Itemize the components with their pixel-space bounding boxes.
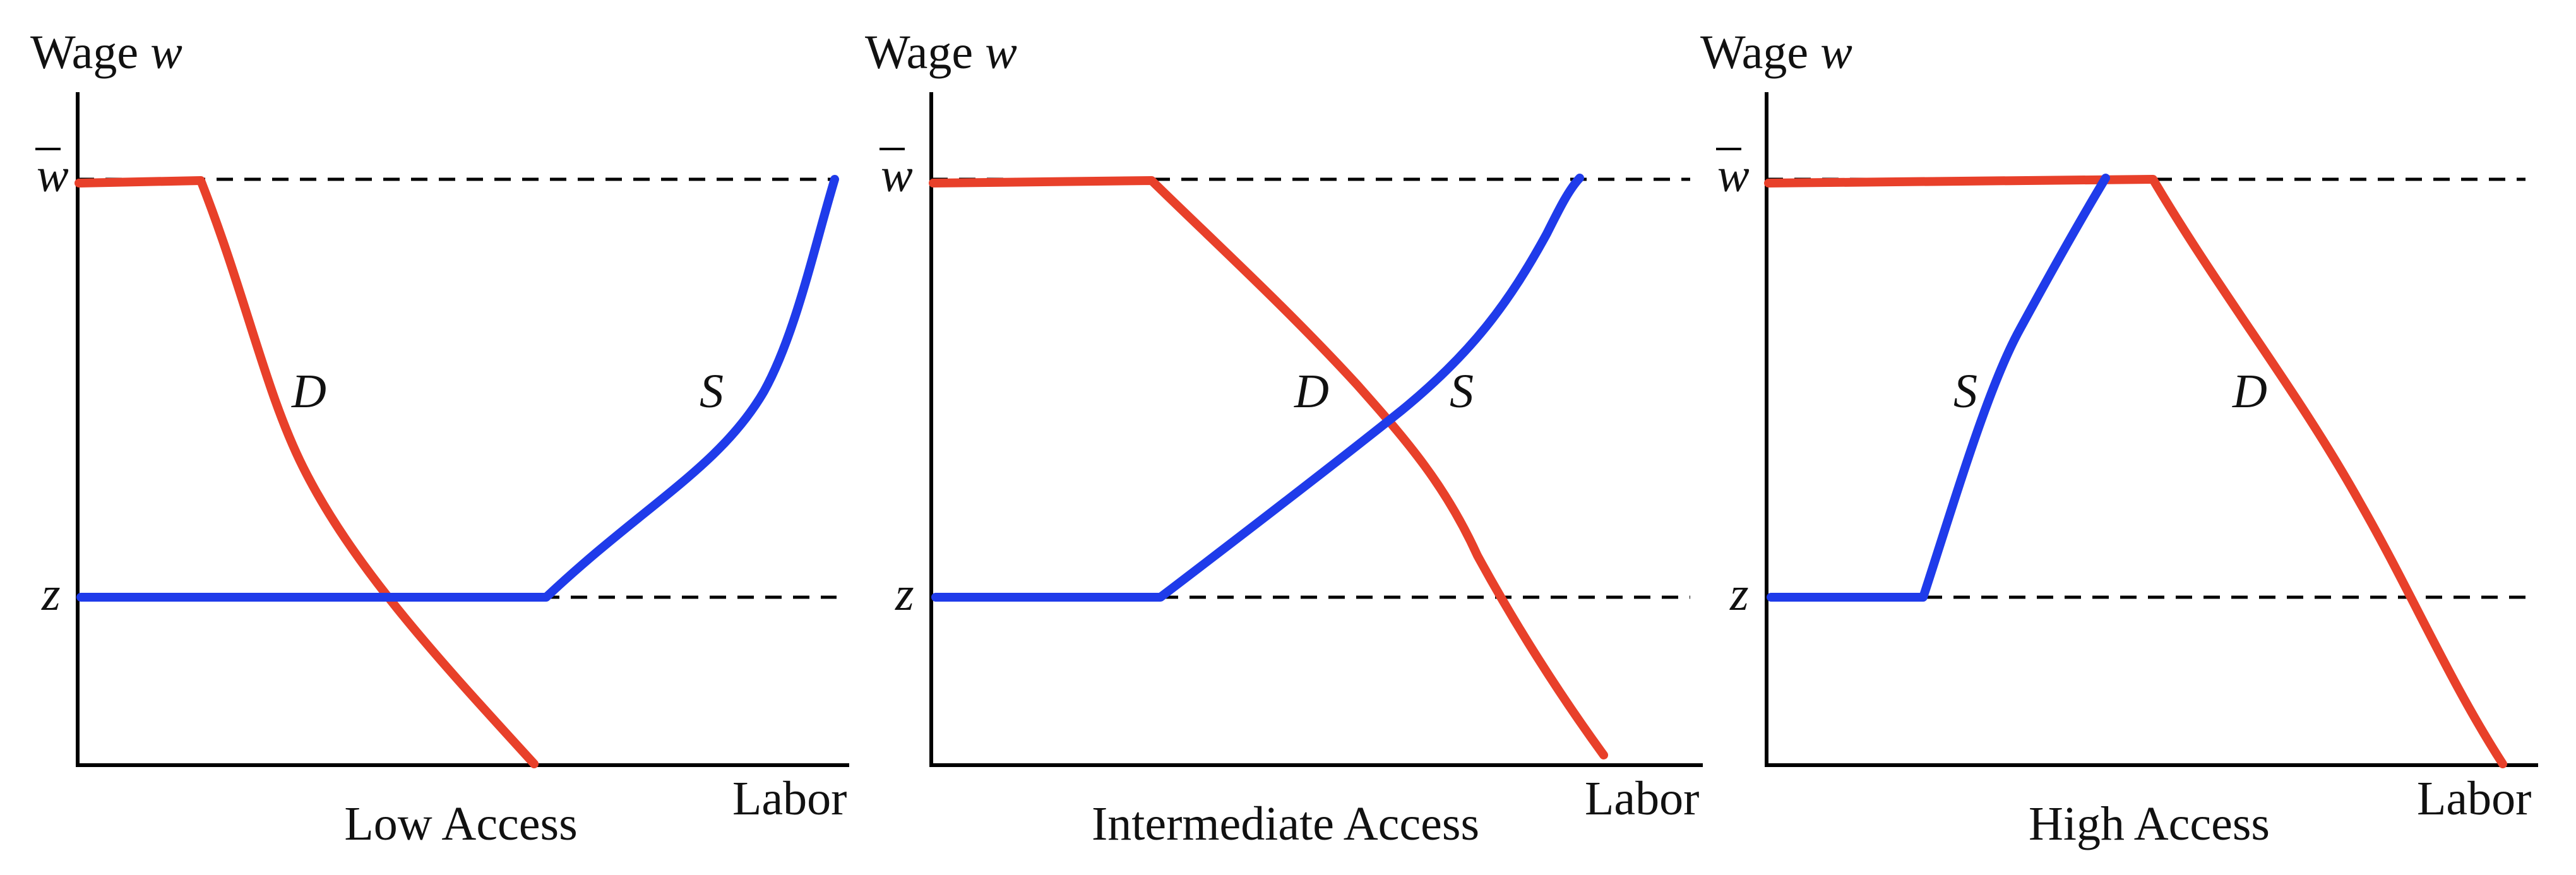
- demand-curve: [1764, 175, 2507, 768]
- panel-low-access: Wage w w z D S Labor Low Access: [30, 26, 849, 850]
- demand-curve: [75, 176, 539, 768]
- demand-label: D: [2232, 365, 2267, 418]
- z-tick-label: z: [41, 568, 61, 621]
- panel-intermediate-access: Wage w w z D S Labor Intermediate Access: [865, 26, 1703, 850]
- supply-label: S: [1953, 365, 1977, 418]
- wbar-tick-label: w: [1717, 149, 1750, 202]
- wbar-tick-label: w: [37, 149, 69, 202]
- supply-curve: [931, 174, 1584, 602]
- y-axis-label: Wage w: [30, 26, 182, 79]
- y-axis-label: Wage w: [1700, 26, 1852, 79]
- panel-caption: Low Access: [344, 797, 577, 850]
- supply-curve: [76, 175, 839, 602]
- demand-curve: [929, 176, 1608, 759]
- demand-label: D: [1294, 365, 1329, 418]
- panel-caption: High Access: [2029, 797, 2270, 850]
- x-axis-label: Labor: [732, 772, 847, 825]
- y-axis-label: Wage w: [865, 26, 1017, 79]
- x-axis-label: Labor: [2417, 772, 2531, 825]
- z-tick-label: z: [1729, 568, 1749, 621]
- x-axis-label: Labor: [1585, 772, 1699, 825]
- panel-high-access: Wage w w z D S Labor High Access: [1700, 26, 2538, 850]
- demand-label: D: [291, 365, 326, 418]
- wbar-tick-label: w: [881, 149, 913, 202]
- supply-label: S: [700, 365, 724, 418]
- supply-curve: [1767, 174, 2110, 602]
- panel-caption: Intermediate Access: [1092, 797, 1479, 850]
- supply-label: S: [1450, 365, 1474, 418]
- z-tick-label: z: [895, 568, 914, 621]
